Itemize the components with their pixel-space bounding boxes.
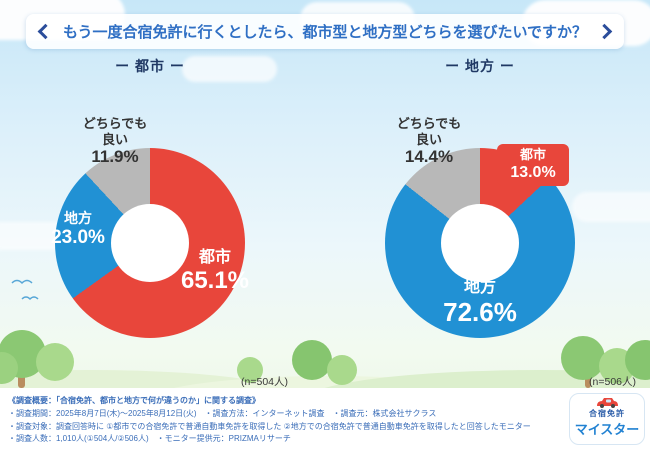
logo-line2: マイスター — [574, 422, 640, 437]
cloud — [182, 56, 277, 82]
slice-label-either: どちらでも良い 11.9% — [65, 116, 165, 168]
logo-line1: 合宿免許 — [589, 409, 625, 418]
slice-name: 都市 — [198, 249, 231, 266]
survey-overview: 《調査概要：「合宿免許、都市と地方で何が違うのか」に関する調査》 ・調査期間：2… — [0, 388, 650, 450]
sample-size-rural: (n=506人) — [589, 376, 636, 388]
sample-size-urban: (n=504人) — [241, 376, 288, 388]
slice-value: 65.1% — [180, 267, 250, 295]
slice-name: 都市 — [519, 147, 546, 162]
slice-value: 14.4% — [404, 147, 454, 167]
birds-icon — [11, 279, 39, 301]
slice-label-urban: 都市 13.0% — [497, 144, 569, 186]
survey-overview-line: ・調査期間：2025年8月7日(木)～2025年8月12日(火) ・調査方法：イ… — [8, 408, 437, 418]
survey-overview-line: ・調査人数：1,010人(①504人/②506人) ・モニター提供元：PRIZM… — [8, 434, 291, 444]
chart-title-rural: ー 地方 ー — [445, 58, 515, 74]
title-banner: もう一度合宿免許に行くとしたら、都市型と地方型どちらを選びたいですか？ — [25, 14, 625, 49]
chart-title-urban: ー 都市 ー — [115, 58, 185, 74]
donut-chart-rural: 都市 13.0% 地方 72.6% どちらでも良い 14.4% — [385, 116, 575, 338]
donut-hole — [441, 204, 519, 282]
car-icon — [597, 398, 618, 408]
slice-label-rural: 地方 23.0% — [47, 210, 109, 250]
survey-overview-line: ・調査対象：調査回答時に ①都市での合宿免許で普通自動車免許を取得した ②地方で… — [8, 421, 531, 431]
slice-value: 23.0% — [51, 226, 105, 248]
brand-logo: 合宿免許 マイスター — [569, 393, 645, 445]
slice-value: 13.0% — [510, 163, 556, 181]
slice-name: 地方 — [64, 210, 92, 226]
main-title: もう一度合宿免許に行くとしたら、都市型と地方型どちらを選びたいですか？ — [62, 24, 588, 41]
chevron-left-icon — [37, 23, 54, 40]
slice-value: 11.9% — [91, 147, 139, 167]
donut-chart-urban: 都市 65.1% 地方 23.0% どちらでも良い 11.9% — [51, 116, 249, 338]
chart-section-rural: ー 地方 ー 都市 13.0% 地方 72.6% どちらでも良い 14.4% — [345, 56, 615, 338]
slice-label-either: どちらでも良い 14.4% — [379, 116, 479, 168]
donut-hole — [111, 204, 189, 282]
cloud — [572, 192, 650, 222]
slice-value: 72.6% — [443, 297, 517, 328]
slice-name: どちらでも良い — [82, 116, 148, 147]
chart-section-urban: ー 都市 ー 都市 65.1% 地方 23.0% どちらでも良い 11.9% — [15, 56, 285, 338]
slice-name: どちらでも良い — [396, 116, 462, 147]
slice-label-urban: 都市 65.1% — [177, 248, 253, 296]
chevron-right-icon — [596, 23, 613, 40]
slice-label-rural: 地方 72.6% — [430, 278, 530, 328]
survey-overview-line: 《調査概要：「合宿免許、都市と地方で何が違うのか」に関する調査》 — [8, 396, 260, 405]
slice-name: 地方 — [463, 279, 496, 296]
